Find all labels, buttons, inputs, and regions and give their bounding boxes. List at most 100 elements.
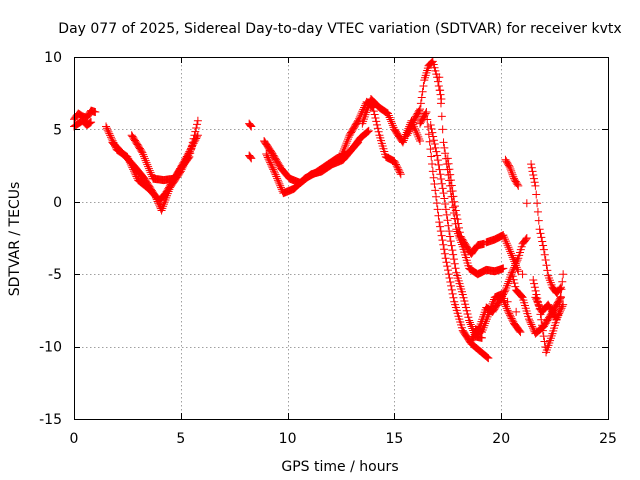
data-point [354, 138, 363, 147]
data-point [396, 170, 405, 179]
data-point [263, 151, 272, 160]
data-point [266, 158, 275, 167]
data-point [448, 289, 457, 298]
data-point [507, 166, 516, 175]
data-point [443, 216, 452, 225]
data-point [363, 128, 372, 137]
data-point [557, 304, 566, 313]
data-point [509, 172, 518, 181]
data-point [531, 293, 540, 302]
data-point [139, 152, 148, 161]
data-point [507, 251, 516, 260]
data-point [553, 313, 562, 322]
data-point [276, 181, 285, 190]
data-point [386, 115, 395, 124]
data-point [534, 216, 543, 225]
data-point [145, 166, 154, 175]
data-point [193, 132, 202, 141]
data-point [433, 77, 442, 86]
data-point [465, 316, 474, 325]
data-point [501, 235, 510, 244]
data-point [192, 134, 201, 143]
data-point [107, 134, 116, 143]
series-arc-21 [527, 160, 566, 298]
y-tick-labels: -15 -10 -5 0 5 10 [39, 50, 62, 428]
data-point [458, 290, 467, 299]
x-tick-labels: 0 5 10 15 20 25 [70, 431, 617, 447]
data-point [343, 135, 352, 144]
data-point [143, 160, 152, 169]
chart-title: Day 077 of 2025, Sidereal Day-to-day VTE… [58, 21, 621, 37]
data-point [529, 275, 538, 284]
data-point [157, 206, 166, 215]
data-point [371, 113, 380, 122]
data-point [538, 237, 547, 246]
data-point [153, 197, 162, 206]
data-point [436, 170, 445, 179]
data-point [514, 267, 523, 276]
data-point [246, 121, 255, 130]
data-point [440, 143, 449, 152]
data-point [451, 264, 460, 273]
data-point [395, 167, 404, 176]
data-point [468, 324, 477, 333]
data-point [532, 296, 541, 305]
data-point [191, 136, 200, 145]
data-point [524, 315, 533, 324]
data-point [532, 190, 541, 199]
series-arc-1 [70, 106, 100, 124]
x-tick-label: 10 [279, 431, 297, 447]
data-point [399, 136, 408, 145]
data-point [513, 265, 522, 274]
data-point [438, 125, 447, 134]
data-point [443, 266, 452, 275]
data-point [461, 303, 470, 312]
data-point [521, 235, 530, 244]
data-point [558, 277, 567, 286]
data-point [431, 186, 440, 195]
x-axis-label: GPS time / hours [281, 459, 398, 475]
data-point [506, 312, 515, 321]
data-point [447, 285, 456, 294]
data-point [182, 152, 191, 161]
data-point [161, 195, 170, 204]
y-tick-label: -15 [39, 412, 62, 428]
series-arc-2 [70, 116, 96, 131]
data-point [533, 298, 542, 307]
data-point [160, 198, 169, 207]
data-point [522, 234, 531, 242]
data-point [506, 247, 515, 256]
data-point [427, 124, 436, 133]
data-point [516, 291, 525, 300]
data-point [385, 113, 394, 122]
data-point [508, 170, 517, 179]
series-arc-13 [426, 121, 486, 342]
data-point [392, 160, 401, 169]
data-point [450, 197, 459, 206]
data-point [529, 174, 538, 183]
data-point [527, 160, 536, 169]
data-point [556, 292, 565, 301]
data-point [181, 155, 190, 164]
data-point [151, 192, 160, 201]
y-tick-label: 10 [44, 50, 62, 66]
data-point [406, 123, 415, 132]
data-point [337, 150, 346, 159]
data-point [434, 81, 443, 90]
data-point [430, 180, 439, 189]
data-point [436, 227, 445, 236]
data-point [337, 152, 345, 161]
data-point [446, 170, 455, 179]
data-point [436, 86, 445, 95]
data-point [517, 292, 526, 301]
data-point [187, 144, 196, 153]
data-point [142, 158, 151, 167]
data-point [193, 120, 202, 129]
data-point [450, 259, 459, 268]
data-point [404, 127, 413, 136]
data-point [507, 168, 516, 177]
data-point [446, 277, 455, 286]
data-point [428, 57, 437, 66]
y-axis-label: SDTVAR / TECUs [7, 182, 23, 297]
data-point [266, 160, 275, 169]
